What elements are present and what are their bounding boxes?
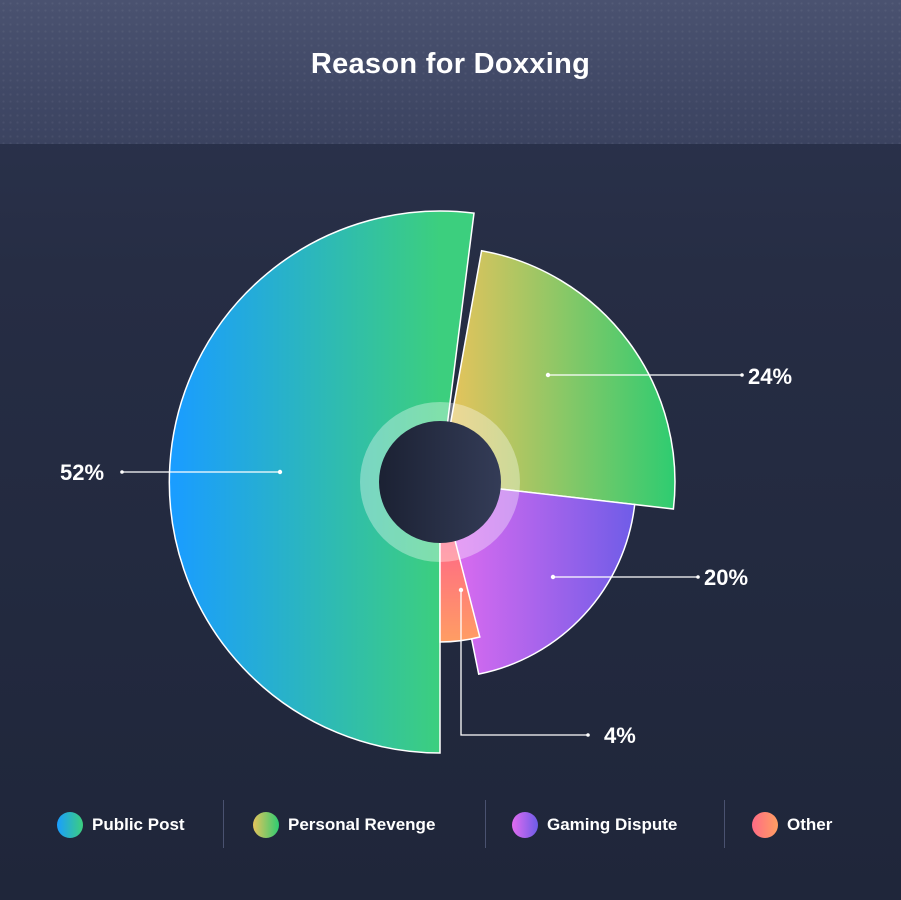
legend-swatch-public-post bbox=[57, 812, 83, 838]
legend-divider bbox=[724, 800, 725, 848]
legend-swatch-gaming-dispute bbox=[512, 812, 538, 838]
legend-label-gaming-dispute: Gaming Dispute bbox=[547, 815, 678, 834]
data-label-other: 4% bbox=[604, 723, 636, 748]
data-label-public-post: 52% bbox=[60, 460, 104, 485]
legend-label-other: Other bbox=[787, 815, 833, 834]
leader-line-other bbox=[460, 590, 588, 736]
pie-slice-personal-revenge bbox=[439, 249, 676, 510]
leader-dot bbox=[120, 470, 124, 474]
legend-label-personal-revenge: Personal Revenge bbox=[288, 815, 436, 834]
data-label-gaming-dispute: 20% bbox=[704, 565, 748, 590]
legend-item-other: Other bbox=[752, 798, 832, 852]
legend: Public Post Personal Revenge Gaming Disp… bbox=[0, 798, 901, 852]
legend-swatch-other bbox=[752, 812, 778, 838]
legend-swatch-personal-revenge bbox=[253, 812, 279, 838]
legend-divider bbox=[485, 800, 486, 848]
pie-slice-gaming-dispute bbox=[439, 481, 636, 675]
pie-chart: 52% 24% 20% 4% bbox=[60, 210, 792, 754]
legend-label-public-post: Public Post bbox=[92, 815, 185, 834]
title-banner: Reason for Doxxing bbox=[0, 0, 901, 144]
leader-dot bbox=[696, 575, 700, 579]
legend-item-gaming-dispute: Gaming Dispute bbox=[512, 798, 677, 852]
leader-dot bbox=[545, 372, 551, 378]
leader-dot bbox=[277, 469, 283, 475]
pie-slice-public-post bbox=[168, 210, 475, 754]
legend-item-public-post: Public Post bbox=[57, 798, 185, 852]
data-label-personal-revenge: 24% bbox=[748, 364, 792, 389]
leader-dot bbox=[586, 733, 590, 737]
legend-item-personal-revenge: Personal Revenge bbox=[253, 798, 435, 852]
chart-title: Reason for Doxxing bbox=[310, 48, 591, 80]
leader-dot bbox=[550, 574, 556, 580]
legend-divider bbox=[223, 800, 224, 848]
center-hole bbox=[379, 421, 501, 543]
leader-dot bbox=[740, 373, 744, 377]
dot-pattern bbox=[0, 0, 901, 144]
leader-dot bbox=[458, 587, 464, 593]
